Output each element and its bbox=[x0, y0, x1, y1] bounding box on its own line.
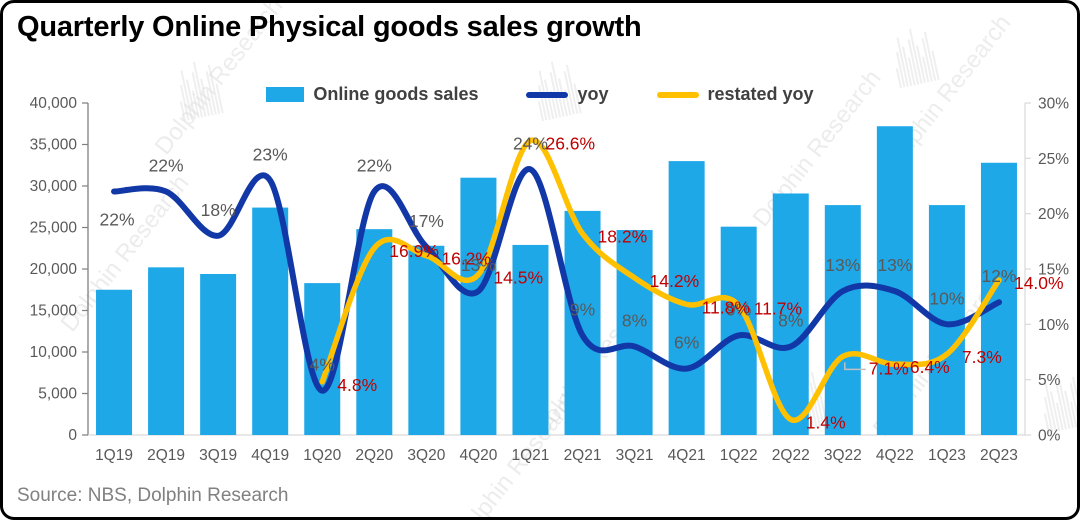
restated-yoy-label: 4.8% bbox=[337, 375, 377, 395]
yoy-label: 17% bbox=[409, 211, 444, 231]
bar-1Q19 bbox=[96, 289, 133, 435]
yoy-label: 10% bbox=[929, 288, 964, 308]
x-axis-label: 4Q20 bbox=[459, 447, 497, 464]
bar-4Q20 bbox=[460, 177, 497, 435]
right-axis-label: 0% bbox=[1038, 428, 1061, 445]
yoy-label: 8% bbox=[778, 310, 803, 330]
bar-3Q19 bbox=[200, 273, 237, 435]
right-axis-label: 25% bbox=[1038, 151, 1069, 168]
right-axis-label: 10% bbox=[1038, 317, 1069, 334]
restated-yoy-label: 14.5% bbox=[493, 268, 543, 288]
yoy-label: 13% bbox=[461, 255, 496, 275]
line-swatch-icon bbox=[656, 91, 699, 98]
restated-yoy-label: 6.4% bbox=[910, 357, 950, 377]
bar-2Q19 bbox=[148, 267, 185, 435]
left-axis-label: 35,000 bbox=[30, 137, 78, 154]
left-axis-label: 10,000 bbox=[30, 344, 78, 361]
restated-yoy-label: 26.6% bbox=[545, 134, 595, 154]
bar-2Q22 bbox=[772, 193, 809, 435]
left-axis-label: 15,000 bbox=[30, 303, 78, 320]
x-axis-label: 1Q23 bbox=[928, 447, 966, 464]
restated-yoy-label: 16.2% bbox=[441, 249, 491, 269]
yoy-label: 9% bbox=[570, 299, 595, 319]
watermark-hatch-icon bbox=[1043, 373, 1077, 434]
chart-title: Quarterly Online Physical goods sales gr… bbox=[17, 11, 642, 43]
restated-yoy-label: 18.2% bbox=[598, 227, 648, 247]
restated-yoy-label: 7.1% bbox=[869, 358, 909, 378]
restated-yoy-label: 1.4% bbox=[806, 413, 846, 433]
left-axis-label: 0 bbox=[68, 427, 77, 444]
yoy-line bbox=[111, 166, 1002, 394]
x-axis-label: 1Q19 bbox=[95, 447, 133, 464]
x-axis-label: 2Q20 bbox=[355, 447, 393, 464]
yoy-label: 22% bbox=[149, 156, 184, 176]
restated-yoy-label: 11.8% bbox=[702, 297, 750, 317]
x-axis-label: 2Q21 bbox=[564, 447, 602, 464]
left-axis-label: 40,000 bbox=[30, 95, 78, 112]
bar-4Q22 bbox=[876, 126, 913, 436]
x-axis-label: 4Q21 bbox=[668, 447, 706, 464]
x-axis-label: 4Q22 bbox=[876, 447, 914, 464]
bar-4Q19 bbox=[252, 207, 289, 435]
yoy-label: 8% bbox=[622, 310, 647, 330]
x-axis-label: 2Q23 bbox=[980, 447, 1018, 464]
x-axis-label: 3Q21 bbox=[616, 447, 654, 464]
x-axis-label: 2Q22 bbox=[772, 447, 810, 464]
right-axis-label: 15% bbox=[1038, 262, 1069, 279]
x-axis-label: 3Q19 bbox=[199, 447, 237, 464]
yoy-label: 23% bbox=[253, 144, 288, 164]
watermark-hatch-icon bbox=[179, 61, 224, 122]
x-axis-label: 2Q19 bbox=[147, 447, 185, 464]
yoy-label: 4% bbox=[310, 355, 335, 375]
legend-item-yoy: yoy bbox=[526, 84, 609, 105]
label-leader-line bbox=[844, 362, 866, 371]
watermark-hatch-icon bbox=[895, 28, 940, 89]
yoy-label: 12% bbox=[981, 266, 1016, 286]
yoy-label: 24% bbox=[513, 133, 548, 153]
chart-canvas: Dolphin Research Dolphin ResearchDolphin … bbox=[30, 3, 1077, 517]
yoy-label: 22% bbox=[100, 210, 135, 230]
yoy-label: 13% bbox=[877, 255, 912, 275]
restated-yoy-label: 11.7% bbox=[754, 299, 802, 319]
x-axis-label: 3Q22 bbox=[824, 447, 862, 464]
restated-yoy-label: 7.3% bbox=[962, 347, 1002, 367]
bar-3Q22 bbox=[824, 205, 861, 435]
bar-3Q20 bbox=[408, 245, 445, 435]
right-axis-label: 20% bbox=[1038, 206, 1069, 223]
legend-label: Online goods sales bbox=[313, 84, 479, 104]
line-swatch-icon bbox=[526, 91, 569, 98]
source-note: Source: NBS, Dolphin Research bbox=[17, 485, 289, 506]
bar-3Q21 bbox=[616, 229, 653, 435]
x-axis-label: 4Q19 bbox=[251, 447, 289, 464]
legend-label: yoy bbox=[577, 84, 609, 104]
bar-swatch-icon bbox=[266, 87, 305, 102]
legend-item-restated-yoy: restated yoy bbox=[656, 84, 814, 105]
yoy-label: 6% bbox=[674, 333, 699, 353]
left-axis-label: 5,000 bbox=[38, 386, 77, 403]
left-axis-label: 20,000 bbox=[30, 261, 78, 278]
legend-label: restated yoy bbox=[707, 84, 814, 104]
x-axis-label: 1Q21 bbox=[512, 447, 550, 464]
x-axis-label: 1Q22 bbox=[720, 447, 758, 464]
left-axis-label: 30,000 bbox=[30, 178, 78, 195]
yoy-label: 22% bbox=[357, 156, 392, 176]
left-axis-label: 25,000 bbox=[30, 220, 78, 237]
restated-yoy-label: 14.2% bbox=[650, 271, 700, 291]
restated-yoy-label: 16.9% bbox=[389, 241, 439, 261]
restated-yoy-label: 14.0% bbox=[1014, 273, 1064, 293]
right-axis-label: 30% bbox=[1038, 96, 1069, 113]
yoy-label: 9% bbox=[726, 299, 751, 319]
bar-1Q21 bbox=[512, 244, 549, 435]
yoy-label: 18% bbox=[201, 200, 236, 220]
x-axis-label: 1Q20 bbox=[303, 447, 341, 464]
yoy-label: 13% bbox=[825, 255, 860, 275]
legend-item-online-goods-sales: Online goods sales bbox=[266, 84, 478, 105]
restated-yoy-line bbox=[319, 137, 1002, 423]
legend: Online goods sales yoy restated yoy bbox=[3, 84, 1077, 105]
bar-2Q20 bbox=[356, 229, 393, 435]
right-axis-label: 5% bbox=[1038, 372, 1061, 389]
x-axis-label: 3Q20 bbox=[407, 447, 445, 464]
